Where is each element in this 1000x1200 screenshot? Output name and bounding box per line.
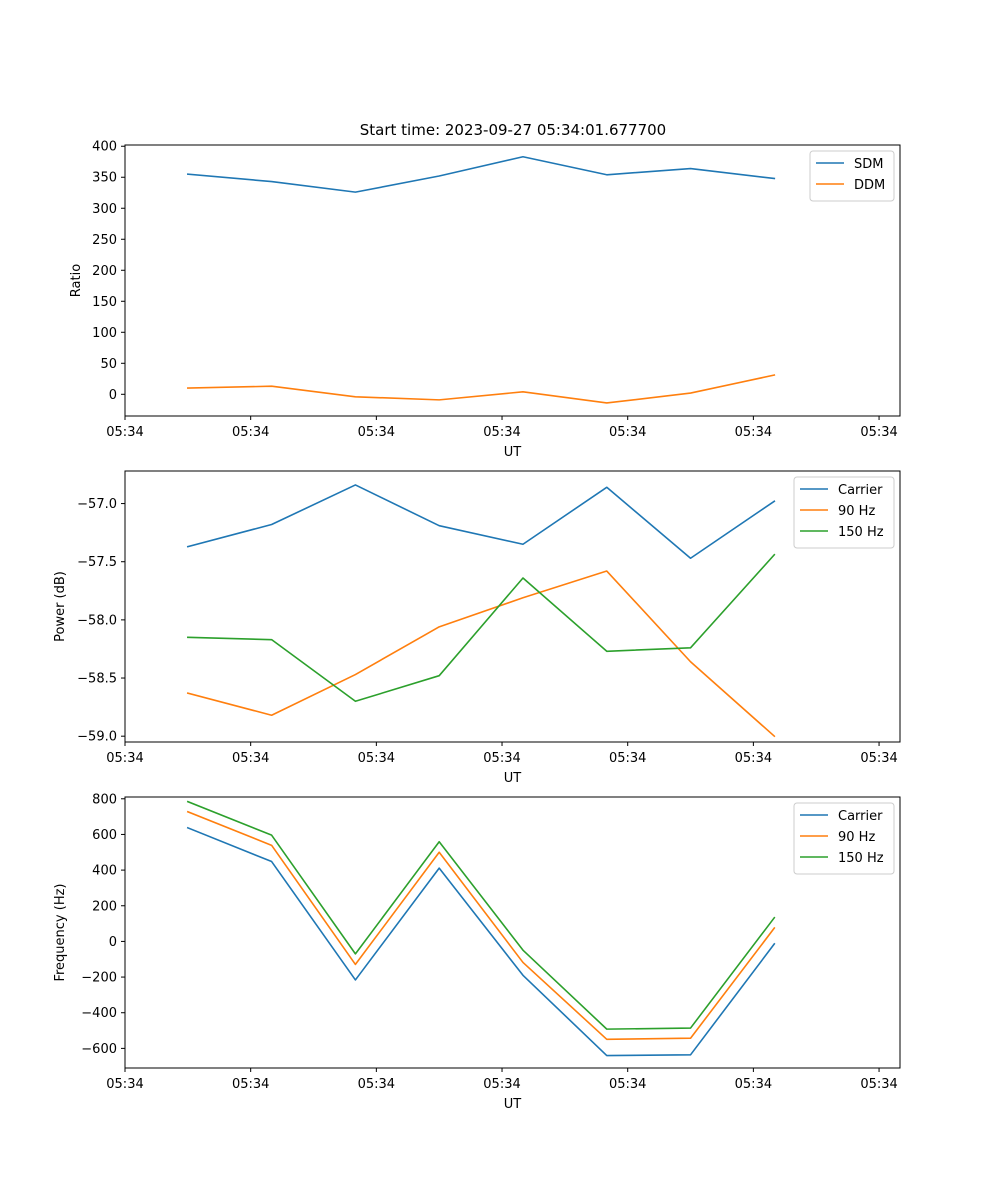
y-axis-label: Power (dB): [53, 571, 68, 642]
panel-1: 05:34 05:34 05:34 05:34 05:34 05:34 05:34 0 50 10…: [69, 140, 901, 460]
x-tick-label: 05:34: [735, 751, 772, 766]
series-line-carrier: [186, 826, 776, 1057]
legend: Carrier 90 Hz 150 Hz: [793, 476, 895, 549]
legend-entry-label: Carrier: [838, 809, 883, 824]
panel-3: 05:34 05:34 05:34 05:34 05:34 05:34 05:34 800 60…: [53, 792, 901, 1112]
x-tick-label: 05:34: [106, 751, 143, 766]
y-tick-label: 250: [92, 233, 117, 248]
y-tick-label: −400: [81, 1006, 117, 1021]
x-tick-label: 05:34: [860, 425, 897, 440]
x-axis-label: UT: [504, 445, 522, 460]
figure-title: Start time: 2023-09-27 05:34:01.677700: [360, 121, 666, 139]
legend: SDM DDM: [809, 150, 895, 202]
legend-entry-label: SDM: [854, 157, 883, 172]
y-tick-label: 400: [92, 864, 117, 879]
y-tick-label: 600: [92, 828, 117, 843]
x-tick-label: 05:34: [609, 425, 646, 440]
legend-entry-label: 150 Hz: [838, 525, 884, 540]
x-tick-label: 05:34: [232, 1077, 269, 1092]
series-line-90-hz: [186, 810, 776, 1041]
x-axis-label: UT: [504, 771, 522, 786]
plots-container: 05:34 05:34 05:34 05:34 05:34 05:34 05:34 0 50 10…: [53, 140, 901, 1112]
y-tick-label: 0: [109, 935, 117, 950]
y-tick-label: 800: [92, 792, 117, 807]
x-tick-label: 05:34: [483, 1077, 520, 1092]
x-tick-label: 05:34: [860, 751, 897, 766]
x-tick-label: 05:34: [358, 751, 395, 766]
y-tick-label: −600: [81, 1042, 117, 1057]
x-tick-label: 05:34: [609, 751, 646, 766]
legend-entry-label: Carrier: [838, 483, 883, 498]
x-axis-label: UT: [504, 1097, 522, 1112]
x-tick-label: 05:34: [735, 425, 772, 440]
x-tick-label: 05:34: [483, 751, 520, 766]
y-axis-label: Frequency (Hz): [53, 883, 68, 981]
y-tick-label: 350: [92, 171, 117, 186]
series-line-150-hz: [187, 553, 776, 703]
y-tick-label: 0: [109, 388, 117, 403]
y-tick-label: −58.5: [77, 672, 117, 687]
y-tick-label: 300: [92, 202, 117, 217]
y-tick-label: 100: [92, 326, 117, 341]
x-tick-label: 05:34: [358, 1077, 395, 1092]
y-tick-label: 50: [100, 357, 117, 372]
y-tick-label: 150: [92, 295, 117, 310]
y-tick-label: 400: [92, 140, 117, 155]
series-line-sdm: [186, 155, 776, 193]
y-tick-label: −58.0: [77, 613, 117, 628]
y-tick-label: −57.0: [77, 497, 117, 512]
x-tick-label: 05:34: [735, 1077, 772, 1092]
y-tick-label: −57.5: [77, 555, 117, 570]
legend-entry-label: 90 Hz: [838, 504, 875, 519]
legend-entry-label: 150 Hz: [838, 851, 884, 866]
x-tick-label: 05:34: [358, 425, 395, 440]
series-line-90-hz: [186, 570, 776, 738]
x-tick-label: 05:34: [106, 425, 143, 440]
legend: Carrier 90 Hz 150 Hz: [793, 802, 895, 875]
y-tick-label: −59.0: [77, 730, 117, 745]
y-tick-label: 200: [92, 264, 117, 279]
x-tick-label: 05:34: [232, 425, 269, 440]
panel-2: 05:34 05:34 05:34 05:34 05:34 05:34 05:34 −57.0…: [53, 470, 901, 786]
x-tick-label: 05:34: [232, 751, 269, 766]
axes-frame: [124, 796, 901, 1069]
y-axis-label: Ratio: [69, 264, 84, 297]
axes-frame: [124, 144, 901, 417]
y-tick-label: 200: [92, 899, 117, 914]
series-line-150-hz: [186, 800, 776, 1030]
axes-frame: [124, 470, 901, 743]
legend-entry-label: 90 Hz: [838, 830, 875, 845]
x-tick-label: 05:34: [860, 1077, 897, 1092]
x-tick-label: 05:34: [483, 425, 520, 440]
series-line-ddm: [187, 374, 776, 404]
x-tick-label: 05:34: [609, 1077, 646, 1092]
series-line-carrier: [186, 484, 776, 560]
legend-entry-label: DDM: [854, 178, 885, 193]
x-tick-label: 05:34: [106, 1077, 143, 1092]
y-tick-label: −200: [81, 971, 117, 986]
